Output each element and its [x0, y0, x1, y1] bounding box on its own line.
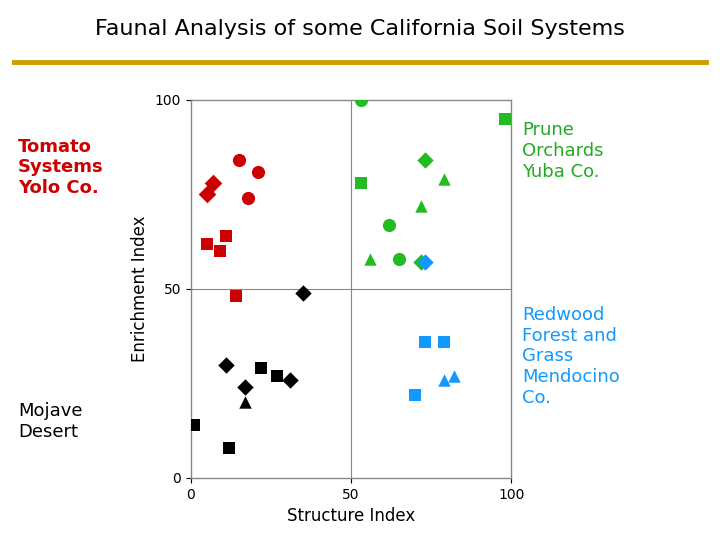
Point: [214, 247, 225, 255]
Point: [240, 383, 251, 391]
Point: [355, 179, 366, 187]
Point: [364, 254, 376, 263]
Point: [220, 232, 232, 240]
Point: [415, 258, 427, 267]
Point: [393, 254, 405, 263]
Point: [448, 372, 459, 380]
Point: [223, 443, 235, 452]
Point: [240, 398, 251, 407]
Point: [284, 375, 296, 384]
Point: [220, 360, 232, 369]
Point: [271, 372, 283, 380]
Y-axis label: Enrichment Index: Enrichment Index: [131, 215, 149, 362]
Point: [438, 338, 450, 346]
Point: [415, 201, 427, 210]
Text: Tomato
Systems
Yolo Co.: Tomato Systems Yolo Co.: [18, 138, 104, 197]
Text: Redwood
Forest and
Grass
Mendocino
Co.: Redwood Forest and Grass Mendocino Co.: [522, 306, 620, 407]
Point: [188, 421, 199, 429]
Point: [438, 375, 450, 384]
Point: [207, 179, 219, 187]
Point: [499, 114, 510, 123]
Point: [201, 190, 212, 199]
Point: [419, 156, 431, 165]
Text: Faunal Analysis of some California Soil Systems: Faunal Analysis of some California Soil …: [95, 19, 625, 39]
X-axis label: Structure Index: Structure Index: [287, 507, 415, 525]
Text: Prune
Orchards
Yuba Co.: Prune Orchards Yuba Co.: [522, 122, 603, 181]
Point: [256, 364, 267, 373]
Point: [201, 239, 212, 248]
Point: [438, 175, 450, 184]
Text: Mojave
Desert: Mojave Desert: [18, 402, 83, 441]
Point: [297, 288, 309, 297]
Point: [355, 96, 366, 104]
Point: [233, 156, 245, 165]
Point: [230, 292, 241, 301]
Point: [419, 338, 431, 346]
Point: [419, 258, 431, 267]
Point: [252, 167, 264, 176]
Point: [384, 220, 395, 229]
Point: [409, 390, 420, 399]
Point: [243, 194, 254, 202]
